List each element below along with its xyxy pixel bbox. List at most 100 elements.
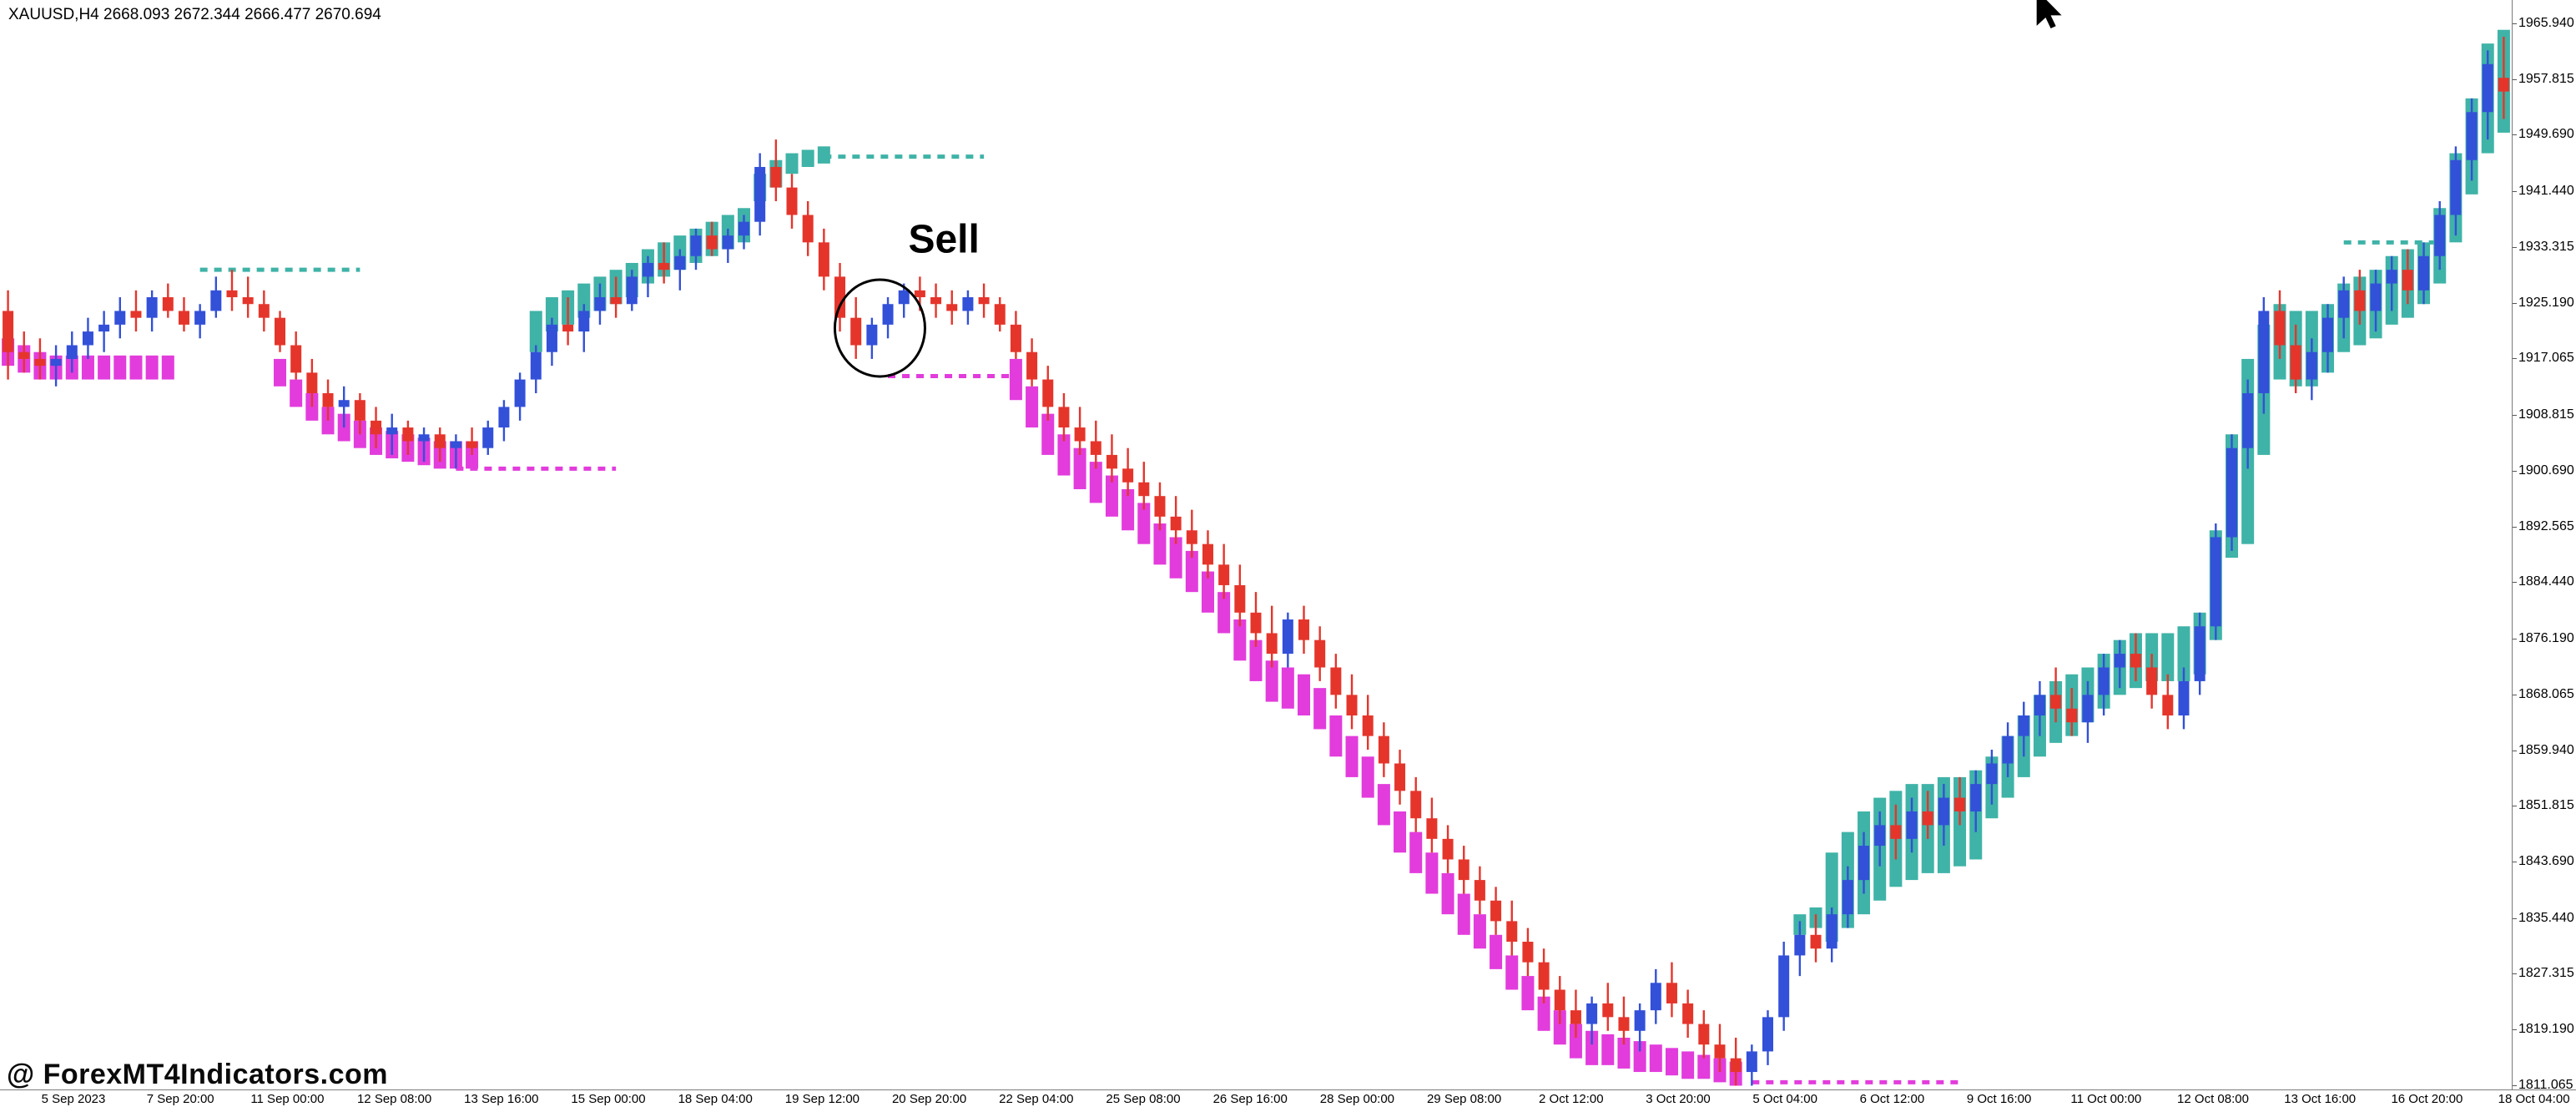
candle-body <box>1330 667 1342 695</box>
trend-indicator-bar <box>1505 955 1519 990</box>
candle-body <box>114 311 126 325</box>
trend-indicator-bar <box>274 358 287 387</box>
time-axis-label: 18 Sep 04:00 <box>678 1092 753 1106</box>
candle-body <box>146 297 158 318</box>
candle-body <box>1538 962 1550 990</box>
candle-body <box>674 255 686 270</box>
candle-body <box>898 290 910 305</box>
trend-indicator-bar <box>305 392 319 421</box>
candle-body <box>34 358 46 366</box>
candle-body <box>98 324 110 332</box>
price-axis-label: 1957.815 <box>2513 71 2574 86</box>
candle-body <box>1442 838 1454 860</box>
price-axis-label: 1868.065 <box>2513 686 2574 701</box>
candle-body <box>546 324 557 352</box>
sell-label: Sell <box>908 218 979 262</box>
candle-body <box>594 297 606 311</box>
candle-body <box>738 221 749 236</box>
price-axis[interactable]: 1965.940 1957.815 1949.690 1941.440 1933.315… <box>2512 0 2576 1092</box>
candle-body <box>130 311 142 318</box>
candle-body <box>1122 468 1134 483</box>
trend-indicator-bar <box>1394 811 1407 853</box>
price-axis-label: 1843.690 <box>2513 854 2574 868</box>
trend-indicator-bar <box>81 355 94 380</box>
candle-body <box>2322 317 2334 352</box>
trend-indicator-bar <box>98 355 111 380</box>
trend-indicator-bar <box>1569 1024 1582 1059</box>
candle-body <box>1602 1003 1614 1018</box>
candle-body <box>2338 290 2350 318</box>
trend-indicator-bar <box>1313 688 1327 730</box>
trend-indicator-bar <box>1201 571 1214 613</box>
candle-body <box>2082 695 2094 723</box>
candle-body <box>2386 270 2397 284</box>
time-axis-label: 18 Oct 04:00 <box>2498 1092 2570 1106</box>
trend-indicator-bar <box>1041 413 1055 455</box>
candle-body <box>1250 612 1262 634</box>
candle-body <box>194 311 206 325</box>
time-axis-label: 11 Sep 00:00 <box>250 1092 325 1106</box>
candle-body <box>1794 934 1806 956</box>
candle-body <box>514 379 526 407</box>
time-axis-label: 5 Sep 2023 <box>41 1092 106 1106</box>
cursor-arrow-icon <box>2036 0 2062 28</box>
candle-body <box>1810 934 1822 949</box>
candle-body <box>2242 392 2254 448</box>
candle-body <box>1746 1051 1757 1073</box>
candle-body <box>1650 983 1661 1011</box>
candle-body <box>2066 708 2078 723</box>
time-axis-label: 29 Sep 08:00 <box>1426 1092 1502 1106</box>
candle-body <box>2450 159 2462 215</box>
price-axis-label: 1851.815 <box>2513 798 2574 813</box>
candle-body <box>1346 695 1358 715</box>
candle-body <box>1234 584 1246 613</box>
candle-body <box>754 166 766 222</box>
trend-indicator-bar <box>1265 660 1278 702</box>
candle-body <box>3 311 14 352</box>
candle-body <box>770 166 782 188</box>
candle-body <box>1714 1044 1726 1059</box>
trend-indicator-bar <box>1665 1048 1678 1076</box>
trend-indicator-bar <box>113 355 127 380</box>
candle-body <box>402 427 414 442</box>
time-axis-label: 22 Sep 04:00 <box>999 1092 1074 1106</box>
trend-indicator-bar <box>1026 386 1039 428</box>
candle-body <box>210 290 222 311</box>
trend-indicator-bar <box>1473 914 1486 949</box>
price-axis-label: 1949.690 <box>2513 127 2574 142</box>
candle-body <box>1906 811 1918 839</box>
trend-indicator-bar <box>129 355 143 380</box>
trend-indicator-bar <box>1553 1010 1566 1045</box>
candle-body <box>2018 715 2029 736</box>
time-axis-label: 13 Sep 16:00 <box>464 1092 539 1106</box>
candle-body <box>1826 914 1837 949</box>
trend-indicator-bar <box>801 149 814 167</box>
time-axis[interactable]: 5 Sep 2023 7 Sep 20:00 11 Sep 00:00 12 Sep … <box>0 1089 2576 1107</box>
trend-indicator-bar <box>785 153 799 174</box>
candle-body <box>1890 825 1902 839</box>
trend-indicator-bar <box>1329 715 1343 757</box>
symbol-ohlc-header: XAUUSD,H4 2668.093 2672.344 2666.477 267… <box>8 6 381 23</box>
sell-circle <box>833 278 926 378</box>
candle-body <box>2210 537 2221 627</box>
candle-body <box>1858 846 1870 881</box>
time-axis-label: 26 Sep 16:00 <box>1212 1092 1288 1106</box>
trend-indicator-bar <box>2177 626 2190 681</box>
candle-body <box>1138 482 1150 497</box>
trend-indicator-bar <box>290 379 303 407</box>
trend-indicator-bar <box>545 297 558 332</box>
candle-body <box>2146 667 2158 695</box>
candle-body <box>1586 1003 1598 1024</box>
price-chart[interactable]: Sell <box>0 0 2512 1089</box>
candle-body <box>610 297 622 305</box>
candle-body <box>2274 311 2286 346</box>
candle-body <box>1986 763 1998 785</box>
candle-body <box>1410 791 1422 819</box>
candle-body <box>1202 543 1213 565</box>
candle-body <box>2306 351 2317 380</box>
candle-body <box>1026 351 1038 380</box>
time-axis-label: 19 Sep 12:00 <box>784 1092 860 1106</box>
trend-indicator-bar <box>1089 462 1102 503</box>
time-axis-label: 13 Oct 16:00 <box>2284 1092 2357 1106</box>
candle-body <box>2002 735 2014 764</box>
